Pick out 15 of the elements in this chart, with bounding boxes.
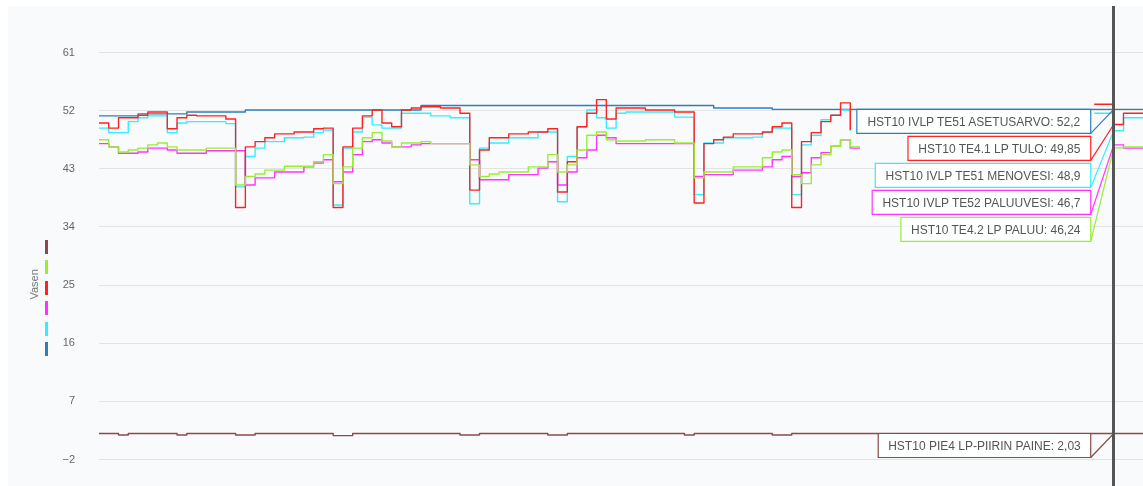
y-tick-label: 52 — [62, 103, 75, 116]
y-axis-title: Vasen — [28, 269, 41, 300]
y-tick-label: 34 — [62, 219, 75, 232]
annotation: HST10 IVLP TE52 PALUUVESI: 46,7 — [882, 195, 1081, 210]
annotation: HST10 TE4.1 LP TULO: 49,85 — [918, 141, 1081, 156]
y-tick-label: 43 — [62, 161, 75, 174]
y-tick-label: −2 — [62, 452, 75, 465]
annotation: HST10 PIE4 LP-PIIRIN PAINE: 2,03 — [888, 438, 1082, 453]
annotation: HST10 TE4.2 LP PALUU: 46,24 — [911, 222, 1081, 237]
annotation: HST10 IVLP TE51 ASETUSARVO: 52,2 — [867, 114, 1081, 129]
y-tick-label: 16 — [62, 336, 75, 349]
y-tick-label: 61 — [62, 45, 75, 58]
y-tick-label: 25 — [62, 278, 75, 291]
y-tick-label: 7 — [68, 394, 75, 407]
annotation: HST10 IVLP TE51 MENOVESI: 48,9 — [885, 168, 1081, 183]
